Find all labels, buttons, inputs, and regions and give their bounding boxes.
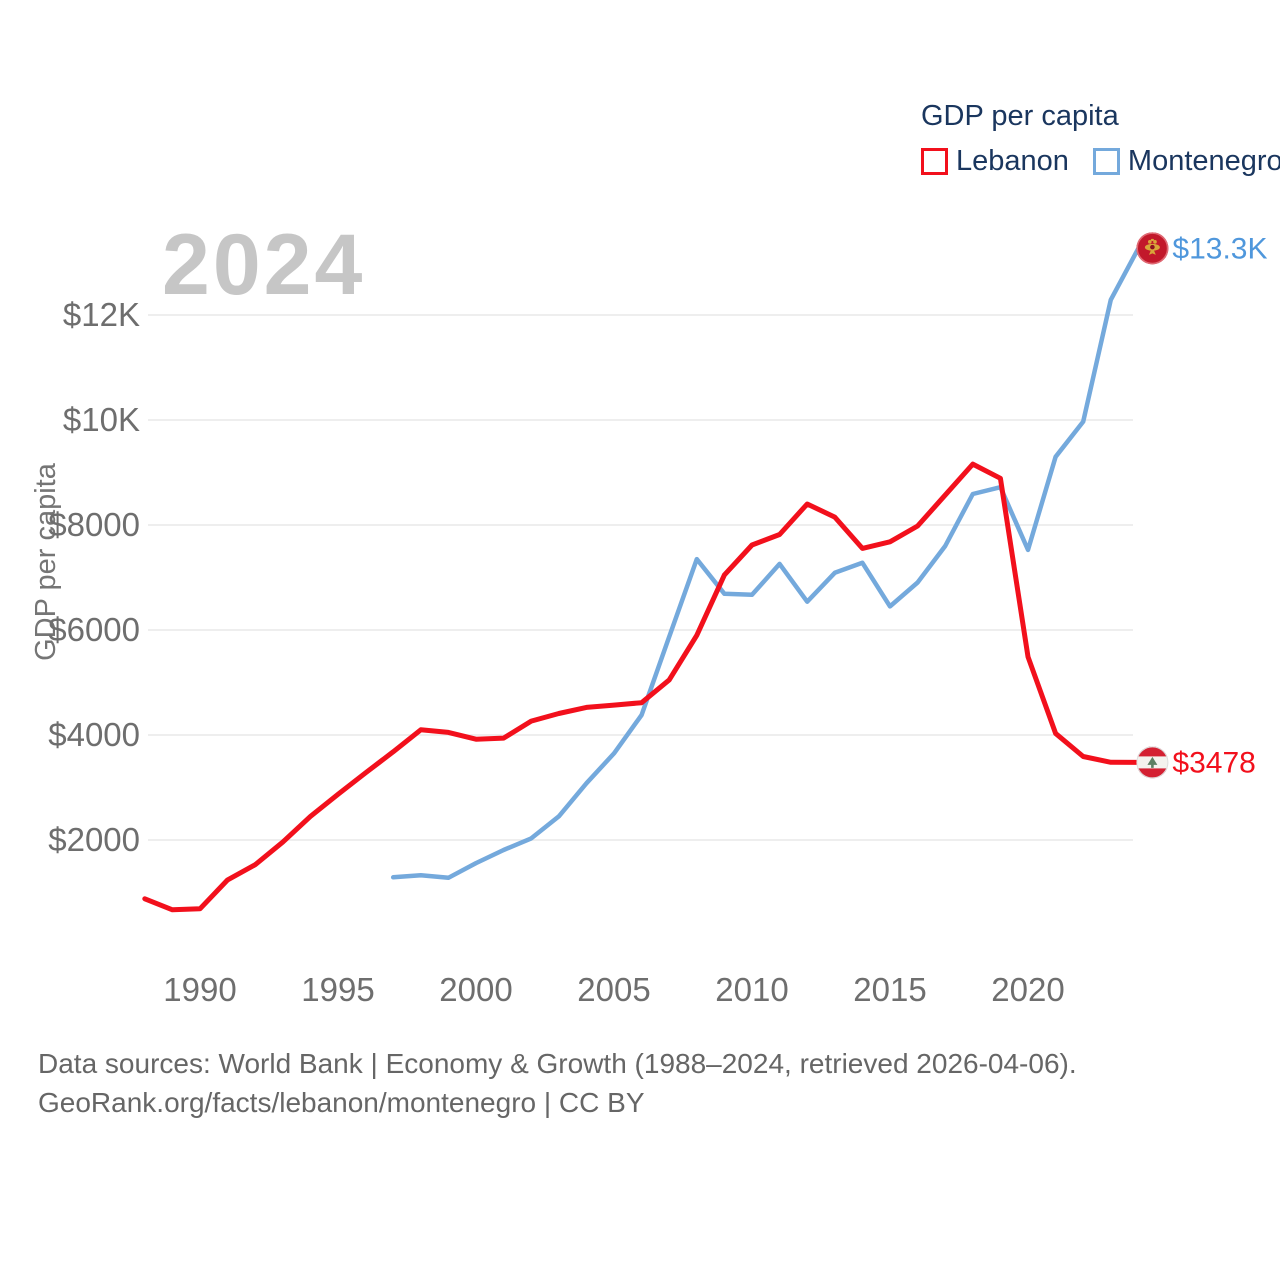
x-tick-label: 1990 (163, 971, 236, 1008)
lebanon-line (142, 461, 1141, 913)
x-tick-label: 1995 (301, 971, 374, 1008)
lebanon-flag-icon (1136, 746, 1169, 779)
legend-item-lebanon-label: Lebanon (956, 145, 1069, 177)
y-tick-label: $6000 (48, 611, 140, 648)
legend-title: GDP per capita (921, 100, 1119, 132)
x-tick-label: 2005 (577, 971, 650, 1008)
y-tick-label: $8000 (48, 506, 140, 543)
montenegro-end-value-label: $13.3K (1172, 232, 1267, 265)
y-tick-label: $12K (63, 296, 140, 333)
footer-url-line: GeoRank.org/facts/lebanon/montenegro | C… (38, 1087, 645, 1118)
legend-item-montenegro-label: Montenegro (1127, 145, 1280, 177)
footer-sources-line: Data sources: World Bank | Economy & Gro… (38, 1048, 1077, 1079)
y-tick-label: $10K (63, 401, 140, 438)
legend: GDP per capita Lebanon Montenegro (921, 100, 1280, 178)
y-tick-label: $4000 (48, 716, 140, 753)
montenegro-swatch-icon (1092, 148, 1120, 175)
legend-item-lebanon[interactable]: Lebanon (921, 145, 1069, 178)
y-tick-label: $2000 (48, 821, 140, 858)
lebanon-swatch-icon (921, 148, 948, 175)
series-layer (142, 246, 1141, 913)
gridlines-layer (148, 314, 1133, 841)
x-tick-label: 2010 (715, 971, 788, 1008)
montenegro-line (390, 246, 1141, 881)
montenegro-flag-icon (1136, 232, 1169, 265)
x-tick-label: 2020 (991, 971, 1064, 1008)
x-tick-label: 2000 (439, 971, 512, 1008)
source-footer: Data sources: World Bank | Economy & Gro… (38, 1044, 1077, 1122)
tick-labels-layer: $2000 $4000 $6000 $8000 $10K $12K 1990 1995 2000… (48, 296, 1064, 1008)
legend-items: Lebanon Montenegro (921, 145, 1280, 178)
legend-item-montenegro[interactable]: Montenegro (1092, 145, 1280, 178)
lebanon-end-value-label: $3478 (1172, 746, 1255, 779)
year-watermark: 2024 (162, 217, 366, 313)
x-tick-label: 2015 (853, 971, 926, 1008)
